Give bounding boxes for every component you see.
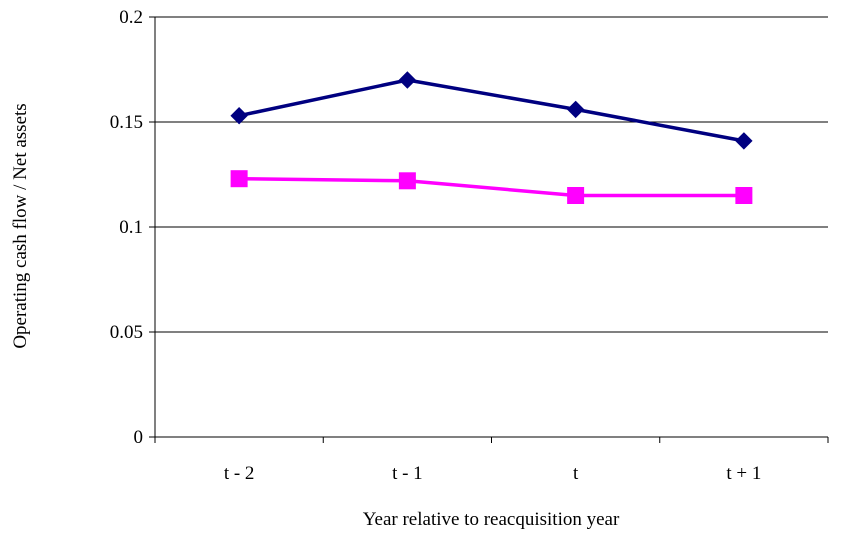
y-axis-title: Operating cash flow / Net assets — [10, 103, 31, 348]
x-tick-label: t - 2 — [224, 463, 255, 484]
series-2-point — [735, 187, 753, 204]
y-tick-label: 0.15 — [110, 112, 143, 133]
x-axis-ticks: t - 2 t - 1 t t + 1 — [154, 437, 829, 484]
y-tick-label: 0.1 — [119, 217, 143, 238]
y-tick-label: 0.05 — [110, 322, 143, 343]
series-2-point — [230, 170, 248, 188]
x-tick-label: t - 1 — [392, 463, 423, 484]
series-1-point — [735, 132, 753, 150]
x-axis-title: Year relative to reacquisition year — [363, 509, 620, 530]
series-1-line — [238, 78, 745, 143]
series-2-point — [567, 187, 585, 204]
series-1-point — [398, 71, 417, 89]
gridlines — [155, 16, 828, 333]
series-2-line — [239, 176, 744, 198]
series-1-point — [230, 106, 248, 125]
y-tick-label: 0.2 — [119, 7, 143, 28]
series-group — [230, 71, 753, 204]
y-tick-label: 0 — [134, 427, 144, 448]
y-axis-ticks: 0 0.05 0.1 0.15 0.2 — [110, 7, 155, 448]
series-1-point — [566, 100, 585, 119]
x-tick-label: t + 1 — [726, 463, 761, 484]
x-tick-label: t — [573, 463, 579, 484]
series-2-point — [398, 172, 416, 190]
